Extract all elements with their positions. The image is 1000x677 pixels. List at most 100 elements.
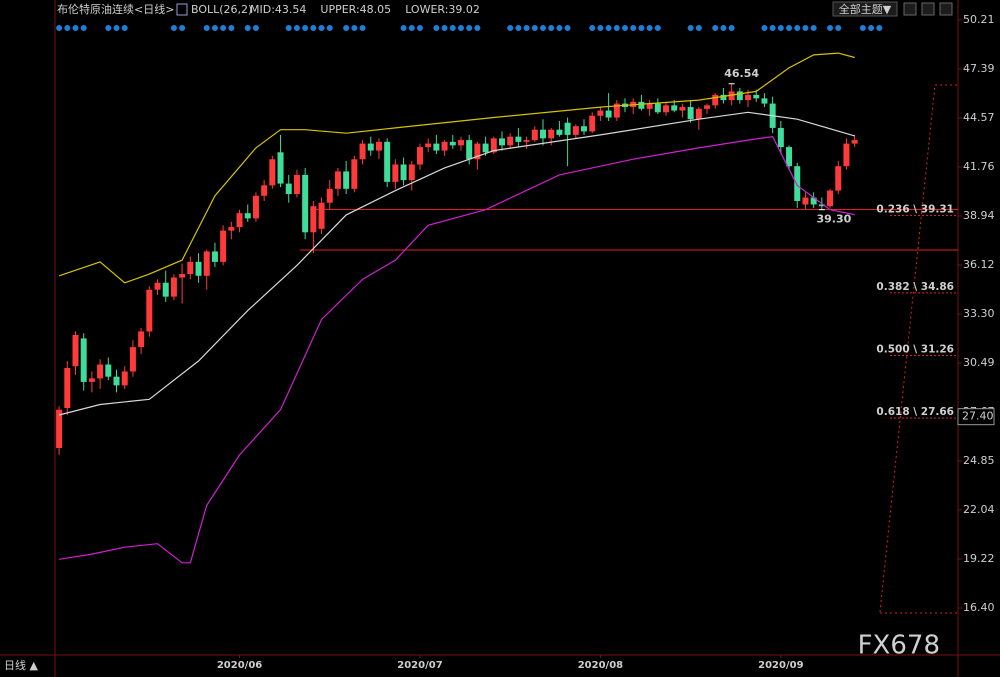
candle-body [482, 143, 489, 153]
candle-body [786, 147, 793, 167]
event-dot[interactable] [56, 25, 63, 31]
y-tick-label: 33.30 [963, 307, 995, 320]
y-tick-label: 36.12 [963, 258, 995, 271]
candle-body [310, 206, 317, 233]
event-dot[interactable] [564, 25, 571, 31]
candle-body [777, 127, 784, 148]
candle-body [441, 141, 448, 151]
indicator-icon[interactable] [176, 3, 188, 16]
down-icon[interactable] [921, 2, 935, 16]
event-dot[interactable] [343, 25, 350, 31]
event-dot[interactable] [121, 25, 128, 31]
candle-body [597, 110, 604, 116]
event-dot[interactable] [654, 25, 661, 31]
boll-line [58, 111, 855, 416]
event-dot[interactable] [630, 25, 637, 31]
event-dot[interactable] [400, 25, 407, 31]
candle-body [531, 129, 538, 141]
period-label[interactable]: 日线 ▲ [4, 658, 38, 672]
event-dot[interactable] [252, 25, 259, 31]
event-dot[interactable] [433, 25, 440, 31]
event-dot[interactable] [285, 25, 292, 31]
candle-body [507, 136, 514, 146]
candle-body [548, 129, 555, 139]
event-dot[interactable] [351, 25, 358, 31]
event-dot[interactable] [466, 25, 473, 31]
event-dot[interactable] [613, 25, 620, 31]
boll-line [59, 135, 855, 564]
event-dot[interactable] [113, 25, 120, 31]
event-dot[interactable] [589, 25, 596, 31]
event-dot[interactable] [228, 25, 235, 31]
event-dot[interactable] [244, 25, 251, 31]
watermark: FX678 [858, 631, 940, 661]
event-dot[interactable] [720, 25, 727, 31]
event-dot[interactable] [64, 25, 71, 31]
event-dot[interactable] [523, 25, 530, 31]
event-dot[interactable] [293, 25, 300, 31]
event-dot[interactable] [515, 25, 522, 31]
event-dot[interactable] [786, 25, 793, 31]
event-dot[interactable] [170, 25, 177, 31]
event-dot[interactable] [203, 25, 210, 31]
event-dot[interactable] [105, 25, 112, 31]
event-dot[interactable] [827, 25, 834, 31]
event-dot[interactable] [728, 25, 735, 31]
candle-body [736, 91, 743, 101]
event-dot[interactable] [539, 25, 546, 31]
candle-body [695, 108, 702, 120]
event-dot[interactable] [318, 25, 325, 31]
event-dot[interactable] [220, 25, 227, 31]
candle-body [720, 94, 727, 101]
event-dot[interactable] [310, 25, 317, 31]
event-dot[interactable] [211, 25, 218, 31]
event-dot[interactable] [302, 25, 309, 31]
event-dot[interactable] [761, 25, 768, 31]
event-dot[interactable] [416, 25, 423, 31]
event-dot[interactable] [441, 25, 448, 31]
event-dot[interactable] [810, 25, 817, 31]
event-dot[interactable] [712, 25, 719, 31]
candle-body [334, 171, 341, 189]
event-dot[interactable] [868, 25, 875, 31]
event-dot[interactable] [769, 25, 776, 31]
event-dot[interactable] [605, 25, 612, 31]
event-dot[interactable] [687, 25, 694, 31]
event-dot[interactable] [474, 25, 481, 31]
event-dot[interactable] [777, 25, 784, 31]
candle-body [425, 143, 432, 148]
event-dot[interactable] [179, 25, 186, 31]
event-dot[interactable] [359, 25, 366, 31]
candle-body [679, 107, 686, 111]
event-dot[interactable] [622, 25, 629, 31]
close-icon[interactable] [939, 2, 953, 16]
event-dot[interactable] [556, 25, 563, 31]
event-dot[interactable] [72, 25, 79, 31]
event-dot[interactable] [646, 25, 653, 31]
settings-icon[interactable] [903, 2, 917, 16]
candle-body [113, 376, 120, 386]
event-dot[interactable] [638, 25, 645, 31]
event-dot[interactable] [408, 25, 415, 31]
event-dot[interactable] [835, 25, 842, 31]
event-dot[interactable] [876, 25, 883, 31]
candle-body [105, 364, 112, 377]
theme-button[interactable] [832, 1, 898, 17]
candle-body [794, 166, 801, 201]
candle-body [851, 140, 858, 144]
event-dot[interactable] [859, 25, 866, 31]
event-dot[interactable] [507, 25, 514, 31]
event-dot[interactable] [449, 25, 456, 31]
event-dot[interactable] [80, 25, 87, 31]
event-dot[interactable] [457, 25, 464, 31]
event-dot[interactable] [326, 25, 333, 31]
event-dot[interactable] [597, 25, 604, 31]
event-dot[interactable] [531, 25, 538, 31]
event-dot[interactable] [802, 25, 809, 31]
event-dot[interactable] [794, 25, 801, 31]
event-dot[interactable] [695, 25, 702, 31]
event-dot[interactable] [548, 25, 555, 31]
candle-body [827, 190, 834, 207]
y-tick-label: 47.39 [963, 62, 995, 75]
